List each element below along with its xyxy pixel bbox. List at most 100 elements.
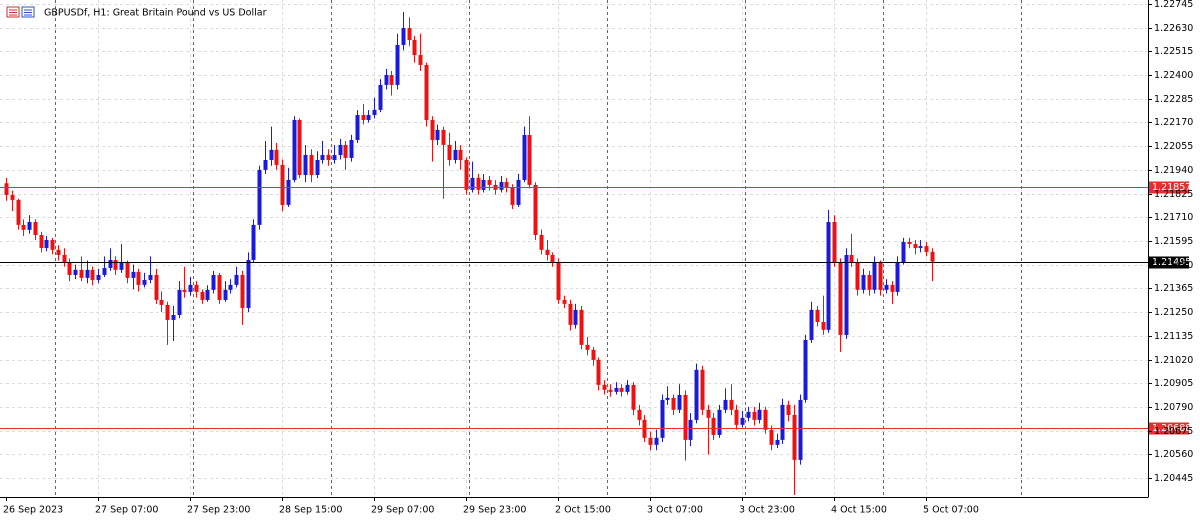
candle-body bbox=[349, 139, 354, 158]
candle-body bbox=[769, 429, 774, 445]
candle-body bbox=[395, 44, 400, 85]
y-tick-label: 1.22630 bbox=[1154, 23, 1193, 34]
candle-body bbox=[366, 115, 371, 120]
candle-body bbox=[257, 169, 262, 225]
x-tick-label: 5 Oct 07:00 bbox=[923, 505, 979, 516]
y-tick-label: 1.21710 bbox=[1154, 212, 1193, 223]
candle-body bbox=[194, 284, 199, 292]
candle-body bbox=[4, 183, 9, 196]
candle-body bbox=[447, 144, 452, 160]
candle-body bbox=[303, 155, 308, 176]
candle-body bbox=[913, 244, 918, 248]
candle-body bbox=[372, 109, 377, 116]
level-label-box bbox=[1149, 181, 1189, 194]
candle-body bbox=[44, 239, 49, 248]
candle-body bbox=[562, 299, 567, 304]
candle-body bbox=[188, 284, 193, 292]
candle-body bbox=[73, 269, 78, 275]
y-tick-label: 1.20445 bbox=[1154, 473, 1193, 484]
candle-body bbox=[453, 149, 458, 160]
candle-body bbox=[125, 262, 130, 278]
candle-body bbox=[849, 254, 854, 263]
candle-body bbox=[654, 437, 659, 445]
candle-body bbox=[815, 309, 820, 322]
candle-body bbox=[430, 119, 435, 140]
candle-body bbox=[734, 409, 739, 425]
candle-body bbox=[315, 159, 320, 176]
candle-body bbox=[556, 262, 561, 300]
candle-body bbox=[119, 262, 124, 270]
candle-body bbox=[625, 384, 630, 392]
candle-body bbox=[884, 284, 889, 290]
candle-body bbox=[711, 417, 716, 435]
axis-layer: 1.22745 1.22630 1.22515 1.22400 1.22285 1.221… bbox=[3, 0, 1193, 516]
candle-body bbox=[665, 397, 670, 400]
candle-body bbox=[706, 409, 711, 418]
y-tick-label: 1.21365 bbox=[1154, 283, 1193, 294]
candle-body bbox=[326, 155, 331, 160]
candle-body bbox=[700, 369, 705, 410]
candle-body bbox=[90, 269, 95, 280]
y-tick-label: 1.22400 bbox=[1154, 70, 1193, 81]
candle-body bbox=[872, 262, 877, 290]
candle-body bbox=[458, 149, 463, 160]
candle-body bbox=[775, 439, 780, 445]
y-tick-label: 1.21940 bbox=[1154, 165, 1193, 176]
candle-body bbox=[757, 409, 762, 420]
candle-body bbox=[21, 224, 26, 230]
candle-body bbox=[660, 399, 665, 438]
y-tick-label: 1.21135 bbox=[1154, 331, 1193, 342]
candle-body bbox=[223, 289, 228, 300]
candle-body bbox=[39, 234, 44, 248]
candle-body bbox=[510, 187, 515, 205]
candle-body bbox=[136, 271, 141, 285]
candle-body bbox=[424, 64, 429, 120]
candle-body bbox=[878, 262, 883, 290]
candle-body bbox=[412, 39, 417, 56]
candle-body bbox=[177, 289, 182, 315]
candle-body bbox=[855, 262, 860, 290]
candle-body bbox=[113, 259, 118, 270]
symbol-icon bbox=[6, 6, 35, 18]
candle-body bbox=[688, 419, 693, 440]
candle-body bbox=[803, 339, 808, 400]
candle-body bbox=[234, 274, 239, 285]
y-tick-label: 1.21480 bbox=[1154, 260, 1193, 271]
candle-body bbox=[516, 179, 521, 205]
y-tick-label: 1.20790 bbox=[1154, 402, 1193, 413]
candle-body bbox=[533, 184, 538, 235]
candle-body bbox=[378, 84, 383, 110]
candle-body bbox=[798, 399, 803, 460]
candle-body bbox=[602, 384, 607, 390]
candle-body bbox=[56, 249, 61, 255]
level-label: 1.21495 bbox=[1152, 257, 1191, 268]
candle-body bbox=[573, 309, 578, 325]
candle-body bbox=[182, 289, 187, 292]
grid-layer bbox=[0, 0, 1148, 497]
candle-body bbox=[142, 279, 147, 285]
x-tick-label: 3 Oct 23:00 bbox=[739, 505, 795, 516]
candle-body bbox=[200, 291, 205, 300]
candle-body bbox=[832, 222, 837, 263]
level-label: 1.20688 bbox=[1152, 423, 1191, 434]
candle-body bbox=[596, 359, 601, 385]
candle-body bbox=[792, 414, 797, 460]
x-tick-label: 2 Oct 15:00 bbox=[555, 505, 611, 516]
candle-body bbox=[717, 409, 722, 435]
candle-body bbox=[320, 155, 325, 160]
candle-body bbox=[62, 254, 67, 263]
candle-body bbox=[809, 309, 814, 340]
candle-body bbox=[441, 129, 446, 145]
candle-body bbox=[786, 404, 791, 415]
candle-body bbox=[838, 262, 843, 335]
candle-body bbox=[343, 144, 348, 158]
level-label: 1.21857 bbox=[1152, 182, 1191, 193]
candle-body bbox=[539, 234, 544, 250]
candle-body bbox=[286, 179, 291, 205]
candle-body bbox=[901, 242, 906, 263]
candle-body bbox=[108, 259, 113, 268]
x-tick-label: 27 Sep 23:00 bbox=[187, 505, 250, 516]
candle-body bbox=[637, 409, 642, 420]
candle-body bbox=[338, 144, 343, 156]
